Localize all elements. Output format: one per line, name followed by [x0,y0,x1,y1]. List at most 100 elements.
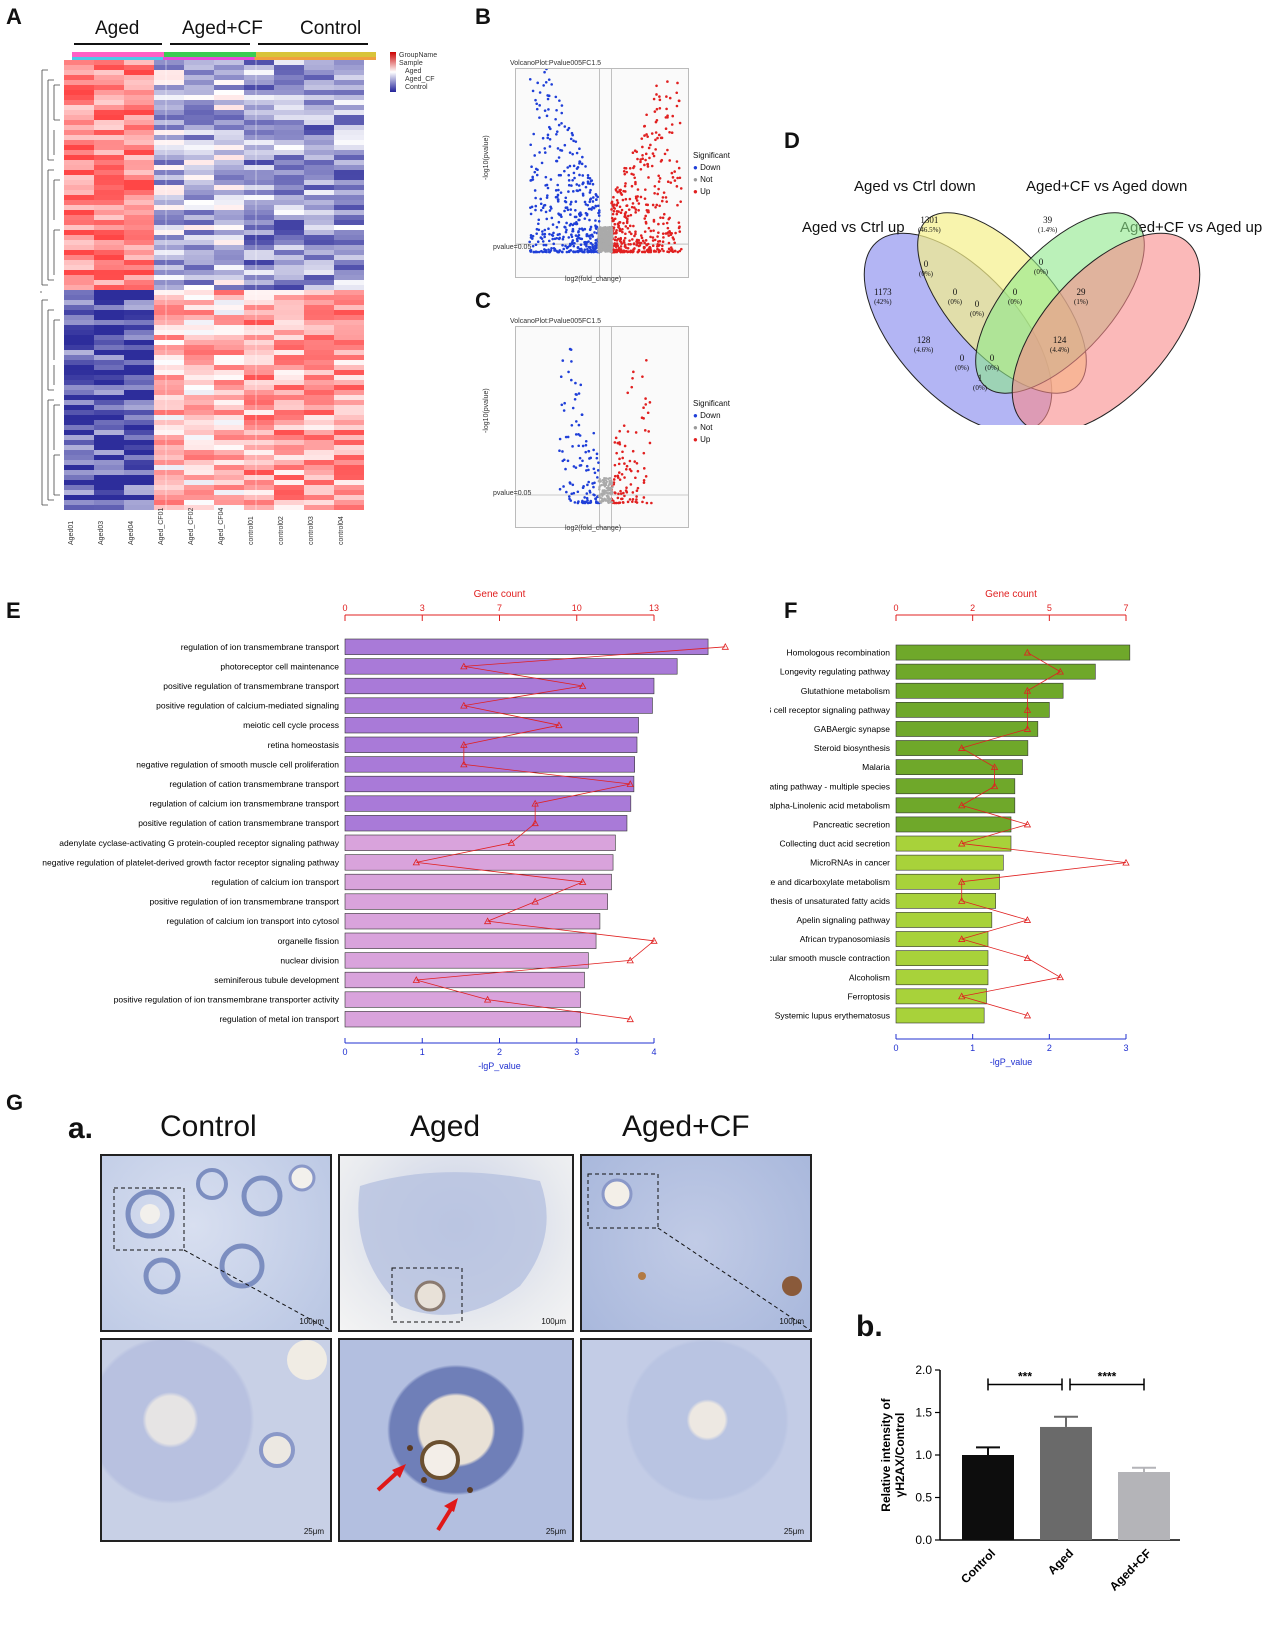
category-label: regulation of calcium ion transport [211,877,339,887]
category-label: Systemic lupus erythematosus [775,1010,890,1020]
heatmap-group-aged: Aged [95,18,140,39]
venn-region-count: 0 (0%) [955,353,969,372]
top-tick-label: 13 [649,603,659,613]
legend-title: Significant [693,399,730,408]
gene-count-marker [579,878,587,885]
bar [895,778,1016,795]
gene-count-marker [958,877,966,885]
heatmap-sample-label: Aged_CF01 [158,507,165,545]
venn-region-count: 0 (0%) [948,287,962,306]
gene-count-marker [1023,648,1032,656]
gene-count-line [960,652,1127,1016]
gene-count-marker [531,819,539,827]
kegg-enrichment-chart: Gene count 0 2 5 7 Homologous recombination Lo… [770,589,1131,1067]
bar [895,873,1000,890]
heatmap-matrix [40,60,364,510]
x-tick-label: Aged [1045,1546,1076,1577]
bar [895,663,1096,680]
legend-up: ● Up [693,435,711,444]
venn-region-count: 0 (0%) [919,259,933,278]
venn-region-count: 0 (0%) [1034,257,1048,276]
heatmap-sample-label: Aged04 [128,520,135,545]
top-tick-label: 7 [497,603,502,613]
y-tick-label: 1.5 [915,1406,932,1420]
top-tick-label: 0 [893,603,898,613]
category-label: Longevity regulating pathway - multiple … [770,781,890,791]
go-enrichment-panel: Gene count 0 3 7 10 13 regulation of ion trans… [0,585,770,1085]
x-axis-label: -lgP_value [478,1061,521,1071]
category-label: positive regulation of calcium-mediated … [156,701,339,711]
gene-count-marker [958,744,966,751]
volcano-b-legend: Significant ● Down ● Not ● Up [693,150,730,198]
volcano-c-ylabel: -log10(pvalue) [483,388,490,433]
scale-bar-label: 25μm [545,1527,566,1536]
bar [1118,1472,1170,1540]
group-colorbar-control [256,52,376,57]
bar [344,756,635,773]
heatmap-group-agedcf: Aged+CF [182,18,263,39]
bar [344,815,628,832]
significance-label: **** [1098,1369,1117,1383]
category-label: Ferroptosis [847,991,890,1001]
category-label: Collecting duct acid secretion [779,839,890,849]
top-tick-label: 7 [1123,603,1128,613]
panel-label-f: F [784,598,798,623]
panel-label-a: A [6,4,22,29]
venn-region-count: 39 (1.4%) [1038,215,1058,234]
panel-label-b: B [475,4,491,29]
volcano-b-title: VolcanoPlot:Pvalue005FC1.5 [510,60,602,67]
bar [344,893,608,910]
tissue-texture [376,1440,473,1532]
heatmap-group-control: Control [300,18,362,39]
legend-item: Aged [405,68,422,75]
bottom-tick-label: 2 [1047,1043,1052,1053]
volcano-c-legend: Significant ● Down ● Not ● Up [693,398,730,446]
gene-count-marker [460,701,468,709]
gene-count-marker [650,936,658,944]
legend-title: Significant [693,151,730,160]
bar [895,854,1004,871]
x-tick-label: Control [958,1546,998,1586]
bar [344,834,616,851]
venn-region-count: 128 (4.6%) [914,335,934,354]
gene-count-marker [721,642,729,650]
gh2ax-bar-chart: 0.0 0.5 1.0 1.5 2.0 Relative intensity ofγH2A… [879,1363,1180,1594]
group-line-aged [74,43,162,45]
gene-count-marker [531,897,539,905]
category-label: positive regulation of cation transmembr… [138,818,339,828]
bar [895,759,1023,776]
x-axis-label: -lgP_value [990,1057,1033,1067]
bottom-tick-label: 1 [420,1047,425,1057]
volcano-c-title: VolcanoPlot:Pvalue005FC1.5 [510,318,602,325]
histology-panel: a. Control Aged Aged+CF 100μm 100μm [0,1090,1283,1635]
gene-count-marker [460,740,468,748]
legend-item: GroupName [399,52,438,59]
micrograph-control-low: 100μm [100,1154,332,1332]
category-label: alpha-Linolenic acid metabolism [770,800,890,810]
bar [895,816,1012,833]
venn-label-aged-ctrl-down: Aged vs Ctrl down [854,178,976,195]
subpanel-b-label: b. [856,1310,883,1343]
gene-count-marker [1122,858,1130,866]
category-label: Apelin signaling pathway [796,915,890,925]
bar [344,717,639,734]
gene-count-marker [1023,1011,1032,1019]
panel-label-c: C [475,288,491,313]
gene-count-marker [1023,954,1032,962]
category-label: positive regulation of ion transmembrane… [150,897,340,907]
bar [895,797,1016,814]
category-label: GABAergic synapse [814,724,890,734]
volcano-c-points [516,327,688,527]
category-label: African trypanosomiasis [800,934,890,944]
bottom-tick-label: 0 [893,1043,898,1053]
volcano-c-threshold: pvalue=0.05 [493,490,532,497]
gene-count-marker [1023,725,1032,732]
tissue-texture [113,1164,330,1330]
category-label: regulation of calcium ion transport into… [167,916,340,926]
category-label: adenylate cyclase-activating G protein-c… [59,838,339,848]
bar [895,644,1131,661]
micrograph-control-high: 25μm [100,1338,332,1542]
bar [895,950,989,967]
volcano-b-ylabel: -log10(pvalue) [483,135,490,180]
venn-label-agedcf-aged-down: Aged+CF vs Aged down [1026,178,1188,195]
